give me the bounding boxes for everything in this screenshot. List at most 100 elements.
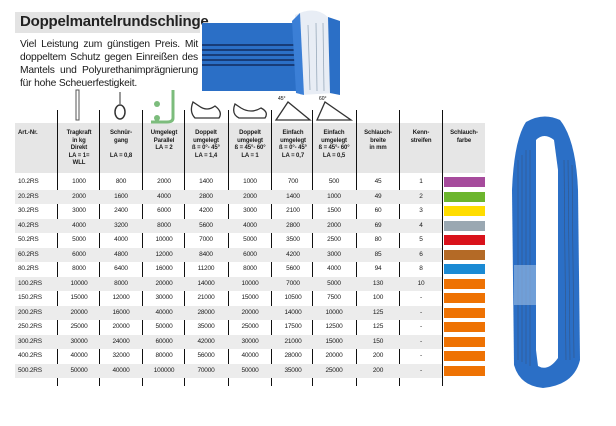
table-cell: 8000 <box>157 221 171 229</box>
table-cell: 10500 <box>284 294 302 301</box>
header-line: streifen <box>410 137 432 144</box>
table-header-band <box>15 123 485 173</box>
table-cell: 8400 <box>199 250 213 258</box>
table-cell: 1400 <box>286 192 300 200</box>
table-cell: 150 <box>372 337 384 345</box>
header-line: Schnür- <box>110 130 132 136</box>
table-cell: - <box>420 366 422 374</box>
table-cell: 4000 <box>243 221 257 229</box>
table-cell: 2500 <box>327 236 341 243</box>
table-cell: 10 <box>417 279 425 287</box>
table-cell: 800 <box>115 178 127 185</box>
table-cell: 24000 <box>112 337 130 345</box>
header-line: ß = 45°- 60° <box>318 145 350 151</box>
header-line: ß = 0°- 45° <box>192 145 220 151</box>
double-basket-45-icon <box>190 101 221 119</box>
table-row <box>15 363 442 378</box>
table-cell: 5000 <box>327 279 341 287</box>
table-cell: 8000 <box>243 265 257 272</box>
table-cell: 2 <box>419 192 423 200</box>
table-cell: 28000 <box>197 308 215 316</box>
table-cell: 20000 <box>155 279 173 287</box>
header-line: LA = 1 <box>241 152 259 159</box>
table-cell: 70000 <box>197 366 215 374</box>
table-cell: 5000 <box>72 236 86 243</box>
table-cell: 49 <box>374 192 382 200</box>
header-umgelegt: Umgelegt Parallel LA = 2 <box>143 130 185 153</box>
table-cell: 50000 <box>241 366 259 374</box>
header-line: Doppelt <box>195 130 217 136</box>
table-cell: 10000 <box>70 279 88 287</box>
table-cell: 35000 <box>284 366 302 374</box>
table-cell: 21000 <box>284 337 302 345</box>
table-cell: 28000 <box>284 352 302 359</box>
color-swatch <box>444 293 485 303</box>
sling-closeup-photo <box>202 10 340 96</box>
table-cell: 2000 <box>327 221 341 229</box>
table-cell: 30000 <box>241 337 259 345</box>
color-swatch <box>444 351 485 361</box>
table-row <box>15 218 442 233</box>
table-cell: 40000 <box>70 352 88 359</box>
table-cell: 40000 <box>112 366 130 374</box>
table-cell: - <box>420 352 422 359</box>
header-line: Tragkraft <box>66 130 92 136</box>
article-number: 40.2RS <box>18 221 39 229</box>
table-cell: 40000 <box>155 308 173 316</box>
header-line: umgelegt <box>237 137 263 144</box>
header-line: umgelegt <box>193 137 219 144</box>
header-line: WLL <box>72 160 86 166</box>
table-cell: 2800 <box>286 221 300 229</box>
table-cell: 3200 <box>114 221 128 229</box>
table-cell: 11200 <box>197 265 215 272</box>
article-number: 200.2RS <box>18 308 42 316</box>
header-einfach: Einfach umgelegt ß = 45°- 60° LA = 0,5 <box>313 130 355 160</box>
table-cell: 5000 <box>243 236 257 243</box>
header-line: in kg <box>72 137 86 144</box>
table-cell: 7500 <box>327 294 341 301</box>
table-cell: 85 <box>374 250 382 258</box>
table-cell: - <box>420 337 422 345</box>
table-cell: 2800 <box>199 192 213 200</box>
table-cell: 3000 <box>327 250 341 258</box>
color-swatch <box>444 177 485 187</box>
column-divider <box>442 110 443 386</box>
table-cell: 14000 <box>284 308 302 316</box>
color-swatch <box>444 220 485 231</box>
article-number: 150.2RS <box>18 294 42 301</box>
table-cell: 3 <box>419 207 423 214</box>
table-row <box>15 334 442 349</box>
table-cell: 1000 <box>243 178 257 185</box>
header-schlauch-: Schlauch-farbe <box>443 130 485 145</box>
page-title: Doppelmantelrundschlinge <box>20 13 209 30</box>
header-einfach: Einfach umgelegt ß = 0°- 45° LA = 0,7 <box>272 130 314 160</box>
table-cell: 125 <box>372 308 384 316</box>
table-row <box>15 189 442 204</box>
header-line: LA = 0,7 <box>281 152 305 159</box>
header-line: Umgelegt <box>150 130 178 136</box>
table-cell: 42000 <box>197 337 215 345</box>
table-cell: 8 <box>419 265 423 272</box>
table-cell: 15000 <box>325 337 343 345</box>
table-cell: 6000 <box>157 207 171 214</box>
header-tragkraft: Tragkraft in kg Direkt LA = 1= WLL <box>58 130 100 168</box>
table-cell: 1600 <box>114 192 128 200</box>
table-cell: 25000 <box>241 323 259 330</box>
header-line <box>100 145 142 153</box>
table-cell: 80000 <box>155 352 173 359</box>
table-cell: 4200 <box>199 207 213 214</box>
header-schlauch-: Schlauch-breite in mm <box>357 130 399 153</box>
header-kenn-: Kenn-streifen <box>400 130 442 145</box>
header-line: Direkt <box>70 145 88 151</box>
article-number: 250.2RS <box>18 323 42 330</box>
table-cell: 1400 <box>199 178 213 185</box>
article-number: 100.2RS <box>18 279 42 287</box>
table-cell: 3000 <box>72 207 86 214</box>
table-cell: 5600 <box>199 221 213 229</box>
table-cell: 4000 <box>114 236 128 243</box>
header-art-nr-: Art.-Nr. <box>18 130 60 138</box>
table-cell: 15000 <box>241 294 259 301</box>
table-cell: - <box>420 323 422 330</box>
table-cell: 4000 <box>327 265 341 272</box>
color-swatch <box>444 365 485 376</box>
